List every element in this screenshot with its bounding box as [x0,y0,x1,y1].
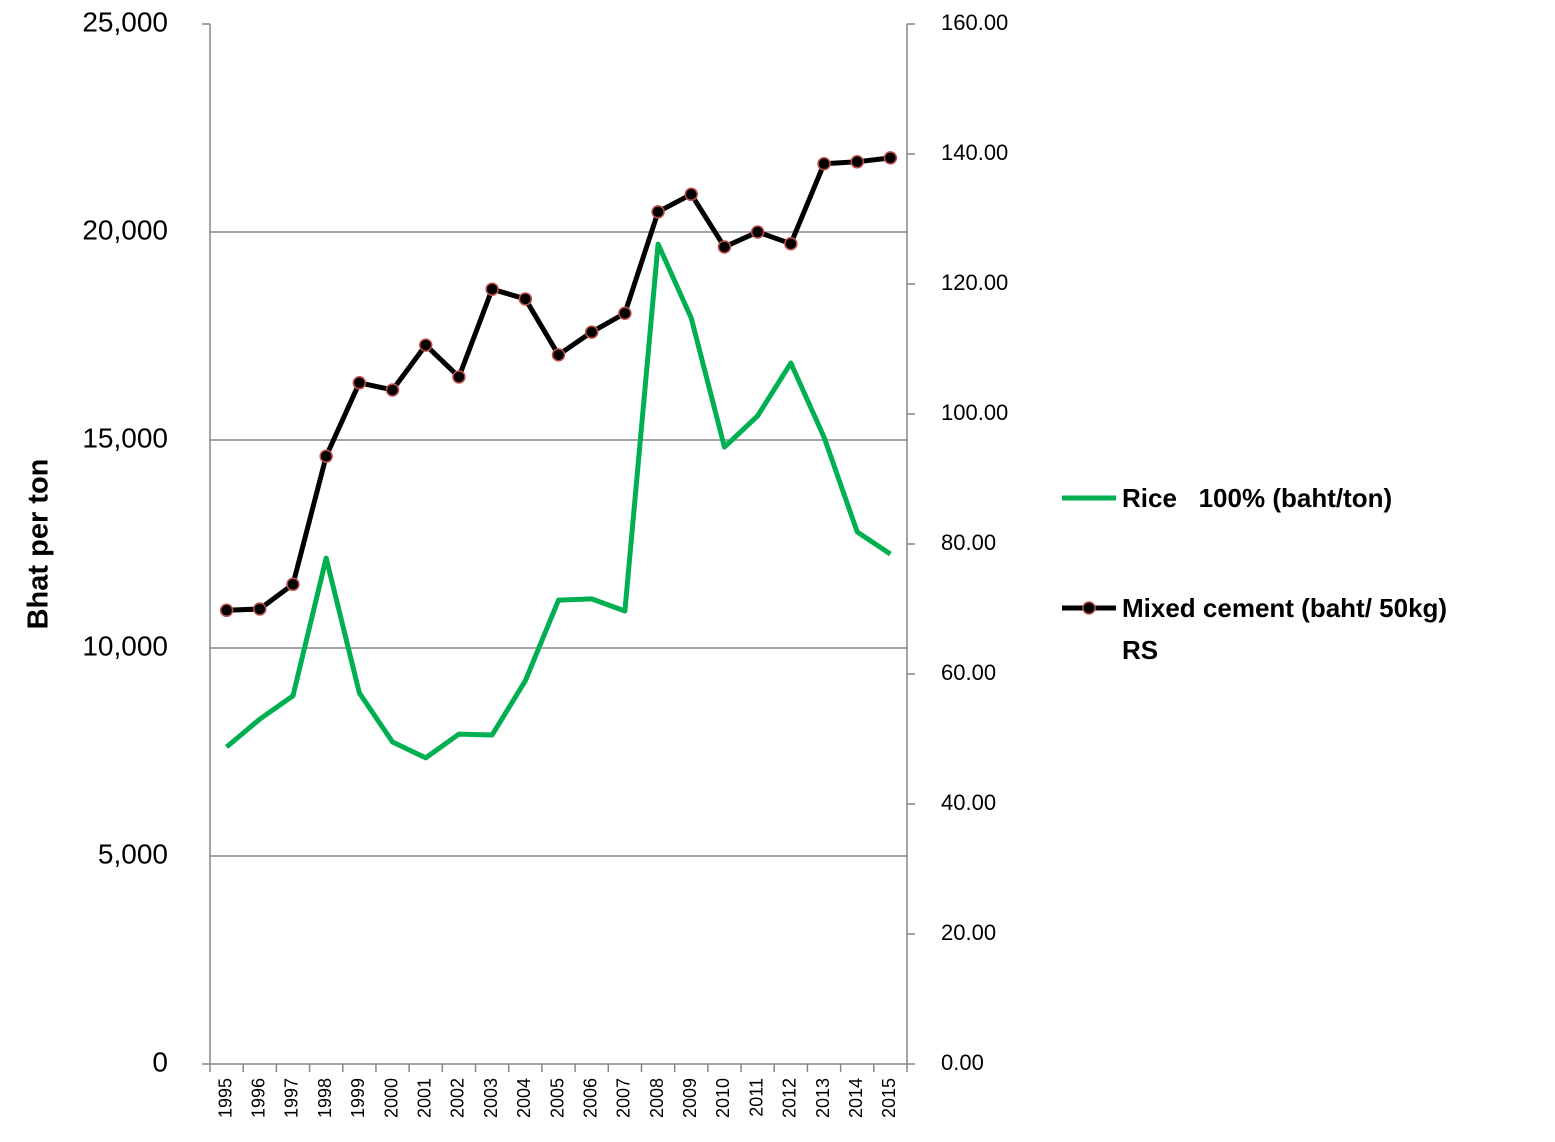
series-marker [286,577,300,592]
series-marker [452,370,466,384]
y-tick-label: 20,000 [82,214,168,245]
legend-label: Mixed cement (baht/ 50kg) RS [1122,593,1455,665]
x-tick-label: 1999 [348,1078,368,1118]
x-tick-label: 2014 [846,1078,866,1118]
legend-swatch [1062,495,1116,501]
y2-tick-label: 100.00 [941,400,1008,425]
x-tick-label: 1998 [315,1078,335,1118]
x-tick-label: 2006 [580,1078,600,1118]
x-tick-label: 2003 [481,1078,501,1118]
y2-tick-label: 0.00 [941,1050,984,1075]
x-tick-label: 2010 [713,1078,733,1118]
y2-tick-label: 40.00 [941,790,996,815]
x-tick-label: 2008 [647,1078,667,1118]
series-marker [817,157,831,171]
series-line [224,241,892,761]
x-tick-label: 1996 [249,1078,269,1118]
x-tick-label: 1995 [215,1078,235,1118]
series-marker [219,603,234,618]
y2-tick-label: 120.00 [941,270,1008,295]
x-tick-label: 2011 [746,1078,766,1117]
series-marker [253,602,267,616]
x-tick-label: 2012 [780,1078,800,1118]
series-marker [518,292,533,306]
series-marker [651,205,665,219]
series-marker [551,348,566,362]
y2-tick-label: 80.00 [941,530,996,555]
series-marker [418,338,433,352]
y-tick-label: 0 [152,1046,168,1077]
x-tick-label: 2015 [879,1078,899,1118]
x-tick-label: 2009 [680,1078,700,1118]
y2-tick-label: 60.00 [941,660,996,685]
legend-swatch [1062,601,1116,615]
series-marker [319,449,333,463]
series-marker [717,240,732,254]
y-tick-label: 15,000 [82,422,168,453]
y-axis-label: Bhat per ton [23,459,55,630]
legend-label: Rice 100% (baht/ton) [1122,483,1393,513]
y-tick-label: 5,000 [98,838,168,869]
series-marker [385,383,400,397]
x-tick-label: 2005 [547,1078,567,1118]
series-marker [618,306,632,320]
series-marker [883,151,898,165]
y2-tick-label: 20.00 [941,920,996,945]
series-marker [784,236,798,251]
x-tick-label: 2000 [381,1078,401,1118]
x-tick-label: 2004 [514,1078,534,1118]
y2-tick-label: 160.00 [941,10,1008,35]
series-marker [750,225,765,239]
x-tick-label: 2007 [614,1078,634,1118]
x-tick-label: 2013 [813,1078,833,1118]
series-line [226,155,891,613]
series-marker [584,325,599,339]
y-tick-label: 25,000 [82,6,168,37]
x-tick-label: 2002 [448,1078,468,1118]
series-marker [850,155,864,169]
x-tick-label: 1997 [282,1078,302,1118]
series-marker [684,187,699,202]
series-marker [352,376,367,390]
series-marker [485,282,499,296]
y-tick-label: 10,000 [82,630,168,661]
y2-tick-label: 140.00 [941,140,1008,165]
x-tick-label: 2001 [414,1078,434,1118]
